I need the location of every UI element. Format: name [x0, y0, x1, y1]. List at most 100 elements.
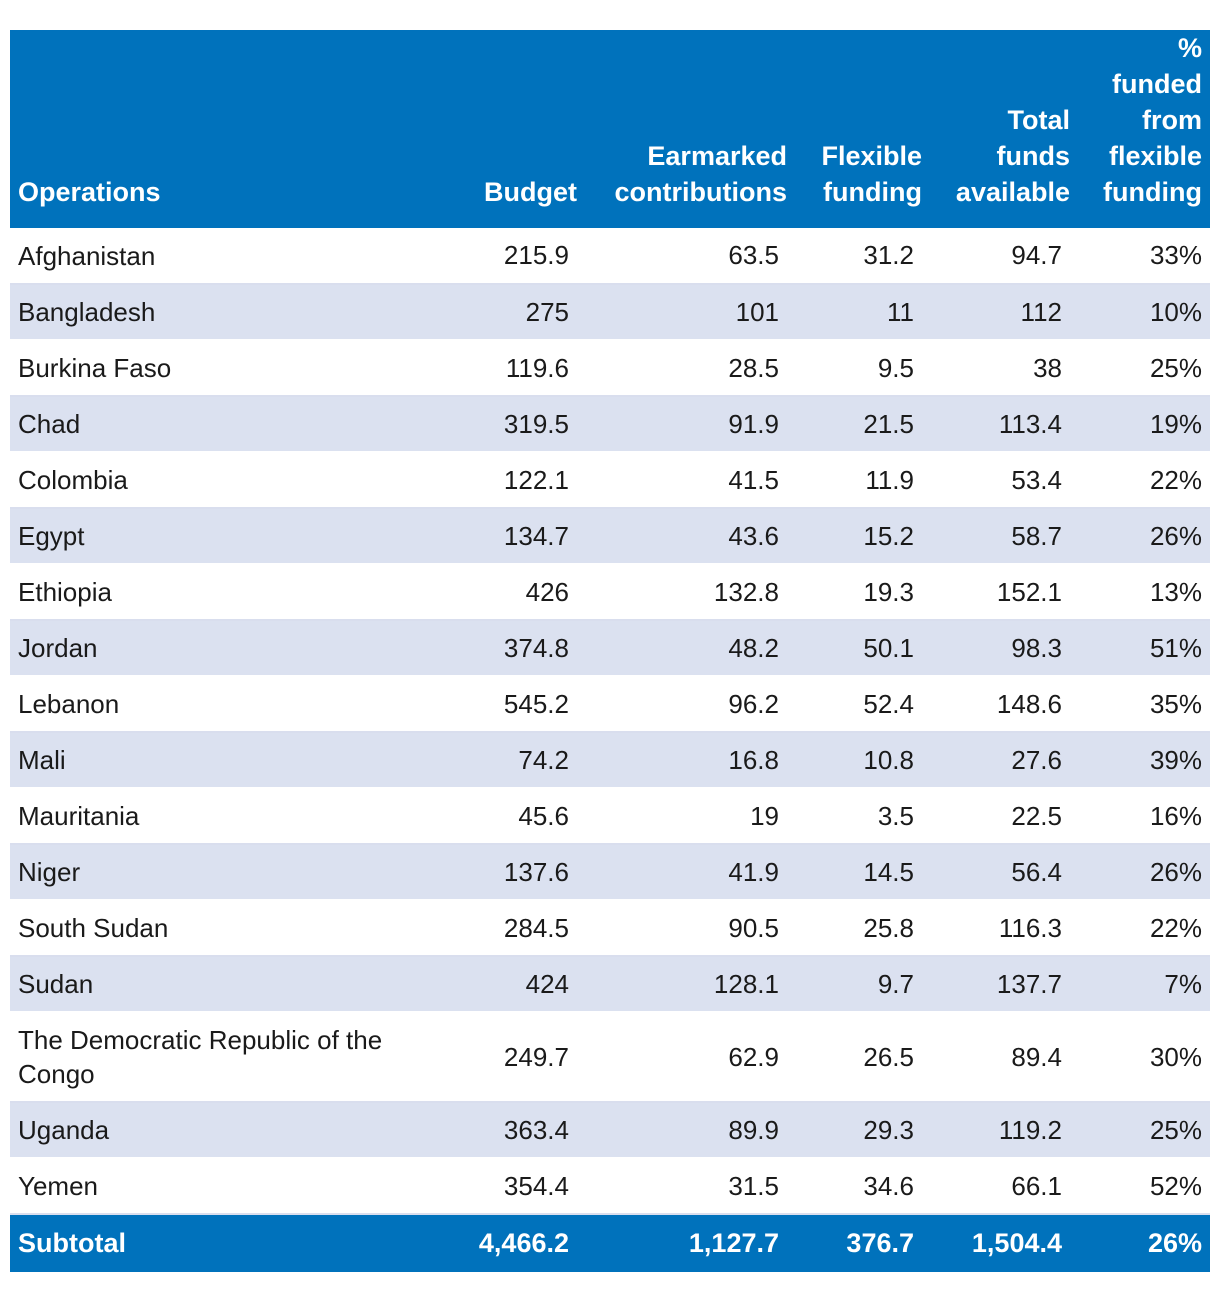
cell-pct: 52%: [1078, 1158, 1210, 1215]
cell-flexible: 14.5: [795, 844, 930, 901]
table-row: Ethiopia 426 132.8 19.3 152.1 13%: [10, 564, 1210, 621]
cell-total: 98.3: [930, 620, 1078, 677]
cell-pct: 39%: [1078, 732, 1210, 789]
cell-earmarked: 43.6: [585, 508, 795, 565]
cell-earmarked: 16.8: [585, 732, 795, 789]
cell-budget: 137.6: [465, 844, 585, 901]
cell-flexible: 34.6: [795, 1158, 930, 1215]
cell-budget: 363.4: [465, 1102, 585, 1159]
cell-flexible: 29.3: [795, 1102, 930, 1159]
subtotal-row: Subtotal 4,466.2 1,127.7 376.7 1,504.4 2…: [10, 1214, 1210, 1272]
cell-budget: 74.2: [465, 732, 585, 789]
cell-flexible: 31.2: [795, 228, 930, 285]
cell-budget: 275: [465, 284, 585, 341]
table-body: Afghanistan 215.9 63.5 31.2 94.7 33% Banglades…: [10, 228, 1210, 1215]
cell-pct: 33%: [1078, 228, 1210, 285]
cell-operation: The Democratic Republic of the Congo: [10, 1012, 465, 1103]
table-row: The Democratic Republic of the Congo 249.…: [10, 1012, 1210, 1103]
cell-operation: Chad: [10, 396, 465, 453]
cell-operation: South Sudan: [10, 900, 465, 957]
cell-operation: Uganda: [10, 1102, 465, 1159]
table-row: Sudan 424 128.1 9.7 137.7 7%: [10, 956, 1210, 1013]
cell-operation: Jordan: [10, 620, 465, 677]
table-row: Bangladesh 275 101 11 112 10%: [10, 284, 1210, 341]
cell-earmarked: 132.8: [585, 564, 795, 621]
cell-pct: 10%: [1078, 284, 1210, 341]
cell-earmarked: 19: [585, 788, 795, 845]
subtotal-flexible: 376.7: [795, 1214, 930, 1272]
subtotal-total: 1,504.4: [930, 1214, 1078, 1272]
cell-total: 56.4: [930, 844, 1078, 901]
header-pct-flexible: % funded from flexible funding: [1078, 30, 1210, 228]
cell-flexible: 10.8: [795, 732, 930, 789]
cell-pct: 25%: [1078, 1102, 1210, 1159]
cell-budget: 426: [465, 564, 585, 621]
cell-operation: Bangladesh: [10, 284, 465, 341]
cell-operation: Mauritania: [10, 788, 465, 845]
table-row: Yemen 354.4 31.5 34.6 66.1 52%: [10, 1158, 1210, 1215]
cell-pct: 25%: [1078, 340, 1210, 397]
cell-operation: Colombia: [10, 452, 465, 509]
funding-table: Operations Budget Earmarked contributions…: [10, 30, 1210, 1272]
cell-earmarked: 28.5: [585, 340, 795, 397]
cell-total: 89.4: [930, 1012, 1078, 1103]
cell-operation: Egypt: [10, 508, 465, 565]
cell-earmarked: 128.1: [585, 956, 795, 1013]
cell-pct: 26%: [1078, 508, 1210, 565]
header-budget: Budget: [465, 30, 585, 228]
table-row: Jordan 374.8 48.2 50.1 98.3 51%: [10, 620, 1210, 677]
cell-earmarked: 89.9: [585, 1102, 795, 1159]
cell-earmarked: 91.9: [585, 396, 795, 453]
cell-budget: 134.7: [465, 508, 585, 565]
cell-flexible: 11: [795, 284, 930, 341]
header-total: Total funds available: [930, 30, 1078, 228]
cell-flexible: 25.8: [795, 900, 930, 957]
cell-earmarked: 48.2: [585, 620, 795, 677]
cell-pct: 19%: [1078, 396, 1210, 453]
cell-operation: Yemen: [10, 1158, 465, 1215]
cell-earmarked: 62.9: [585, 1012, 795, 1103]
header-operations: Operations: [10, 30, 465, 228]
cell-total: 137.7: [930, 956, 1078, 1013]
table-row: Colombia 122.1 41.5 11.9 53.4 22%: [10, 452, 1210, 509]
subtotal-budget: 4,466.2: [465, 1214, 585, 1272]
cell-pct: 13%: [1078, 564, 1210, 621]
table-row: Lebanon 545.2 96.2 52.4 148.6 35%: [10, 676, 1210, 733]
cell-operation: Lebanon: [10, 676, 465, 733]
cell-flexible: 3.5: [795, 788, 930, 845]
cell-earmarked: 96.2: [585, 676, 795, 733]
cell-pct: 30%: [1078, 1012, 1210, 1103]
cell-budget: 284.5: [465, 900, 585, 957]
cell-flexible: 19.3: [795, 564, 930, 621]
table-row: Egypt 134.7 43.6 15.2 58.7 26%: [10, 508, 1210, 565]
cell-earmarked: 90.5: [585, 900, 795, 957]
cell-total: 119.2: [930, 1102, 1078, 1159]
cell-operation: Sudan: [10, 956, 465, 1013]
cell-operation: Niger: [10, 844, 465, 901]
cell-budget: 122.1: [465, 452, 585, 509]
cell-total: 94.7: [930, 228, 1078, 285]
cell-budget: 319.5: [465, 396, 585, 453]
table-row: Uganda 363.4 89.9 29.3 119.2 25%: [10, 1102, 1210, 1159]
cell-operation: Burkina Faso: [10, 340, 465, 397]
cell-budget: 545.2: [465, 676, 585, 733]
cell-total: 22.5: [930, 788, 1078, 845]
cell-budget: 354.4: [465, 1158, 585, 1215]
cell-total: 66.1: [930, 1158, 1078, 1215]
cell-flexible: 9.7: [795, 956, 930, 1013]
cell-flexible: 26.5: [795, 1012, 930, 1103]
cell-earmarked: 41.9: [585, 844, 795, 901]
table-row: South Sudan 284.5 90.5 25.8 116.3 22%: [10, 900, 1210, 957]
cell-budget: 45.6: [465, 788, 585, 845]
cell-flexible: 52.4: [795, 676, 930, 733]
cell-total: 148.6: [930, 676, 1078, 733]
table-row: Mali 74.2 16.8 10.8 27.6 39%: [10, 732, 1210, 789]
cell-total: 58.7: [930, 508, 1078, 565]
table-header: Operations Budget Earmarked contributions…: [10, 30, 1210, 228]
subtotal-pct: 26%: [1078, 1214, 1210, 1272]
cell-pct: 7%: [1078, 956, 1210, 1013]
table-row: Chad 319.5 91.9 21.5 113.4 19%: [10, 396, 1210, 453]
cell-pct: 22%: [1078, 452, 1210, 509]
subtotal-label: Subtotal: [10, 1214, 465, 1272]
cell-pct: 22%: [1078, 900, 1210, 957]
